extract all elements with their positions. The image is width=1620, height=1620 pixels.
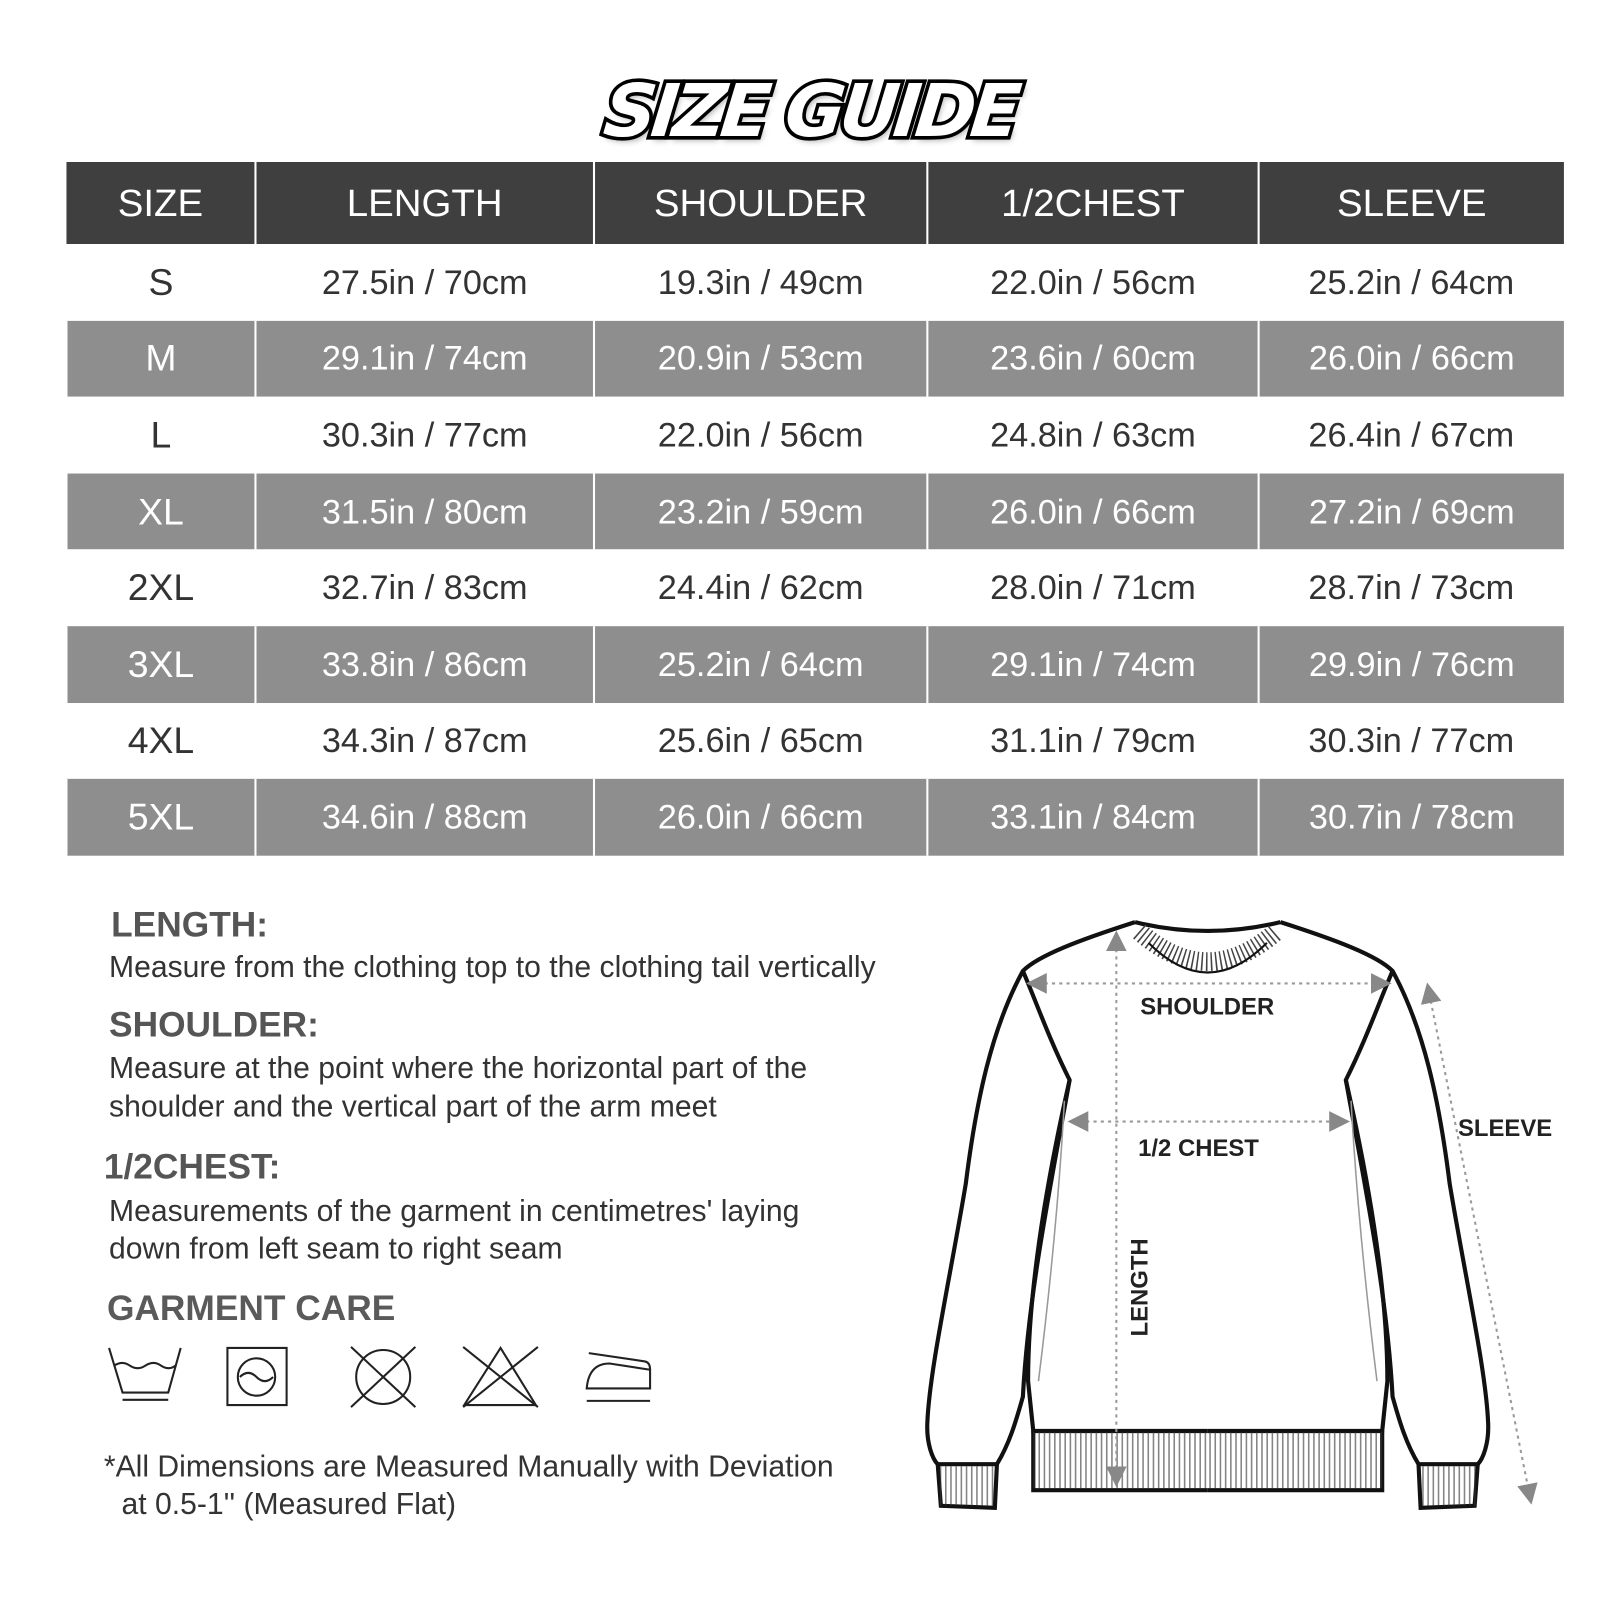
shoulder-description-line-1: Measure at the point where the horizonta…	[109, 1051, 808, 1086]
measurement-cell: 26.0in / 66cm	[926, 473, 1259, 550]
measurement-cell: 26.0in / 66cm	[592, 779, 928, 856]
column-header-sleeve: SLEEVE	[1257, 161, 1564, 245]
column-header-size: SIZE	[66, 161, 256, 245]
table-row: L 30.3in / 77cm 22.0in / 56cm 24.8in / 63cm…	[66, 396, 1564, 474]
measurement-cell: 29.9in / 76cm	[1257, 626, 1564, 703]
measurement-cell: 29.1in / 74cm	[254, 320, 594, 397]
shoulder-description-line-2: shoulder and the vertical part of the ar…	[109, 1090, 717, 1124]
measurement-cell: 31.1in / 79cm	[927, 702, 1259, 780]
measurement-cell: 24.4in / 62cm	[593, 549, 928, 627]
hand-wash-icon	[108, 1347, 182, 1401]
measurement-cell: 25.2in / 64cm	[592, 626, 928, 703]
size-table: SIZE LENGTH SHOULDER 1/2CHEST SLEEVE S 27.5in…	[65, 161, 1564, 856]
measurement-cell: 30.3in / 77cm	[255, 396, 594, 474]
footnote-line-2: at 0.5-1'' (Measured Flat)	[121, 1488, 457, 1522]
measurement-cell: 26.4in / 67cm	[1258, 396, 1564, 474]
measurement-cell: 19.3in / 49cm	[593, 244, 928, 321]
column-header-12chest: 1/2CHEST	[926, 161, 1259, 245]
size-cell: 3XL	[65, 626, 256, 703]
chest-description-line-1: Measurements of the garment in centimetr…	[109, 1195, 800, 1229]
measurement-cell: 23.2in / 59cm	[592, 473, 928, 550]
gentle-machine-dry-icon	[226, 1346, 288, 1407]
table-header-row: SIZE LENGTH SHOULDER 1/2CHEST SLEEVE	[66, 161, 1564, 245]
measurement-cell: 33.1in / 84cm	[926, 779, 1259, 856]
table-row: XL 31.5in / 80cm 23.2in / 59cm 26.0in / 66c…	[65, 473, 1564, 550]
measurement-cell: 22.0in / 56cm	[593, 396, 928, 474]
column-header-length: LENGTH	[254, 161, 594, 245]
measurement-cell: 33.8in / 86cm	[254, 626, 594, 703]
do-not-bleach-icon	[462, 1345, 539, 1408]
iron-icon	[585, 1352, 652, 1402]
measurement-cell: 32.7in / 83cm	[255, 549, 594, 627]
table-row: S 27.5in / 70cm 19.3in / 49cm 22.0in / 56cm…	[66, 244, 1564, 321]
length-heading: LENGTH:	[111, 905, 269, 945]
chest-label: 1/2 CHEST	[1138, 1135, 1259, 1162]
measurement-cell: 28.0in / 71cm	[927, 549, 1259, 627]
table-row: 4XL 34.3in / 87cm 25.6in / 65cm 31.1in / 79…	[66, 702, 1564, 780]
sleeve-measure-line	[1420, 982, 1538, 1505]
measurement-cell: 25.2in / 64cm	[1258, 244, 1564, 321]
size-cell: 4XL	[66, 702, 256, 780]
collar-rib	[1133, 924, 1283, 971]
size-cell: S	[66, 244, 256, 321]
measurement-cell: 34.6in / 88cm	[254, 779, 594, 856]
measurement-cell: 28.7in / 73cm	[1258, 549, 1564, 627]
do-not-tumble-dry-icon	[350, 1346, 417, 1408]
measurement-cell: 25.6in / 65cm	[593, 702, 928, 780]
measurement-cell: 30.7in / 78cm	[1257, 779, 1564, 856]
column-header-shoulder: SHOULDER	[592, 161, 928, 245]
shoulder-heading: SHOULDER:	[109, 1005, 319, 1045]
size-cell: 2XL	[66, 549, 256, 627]
measurement-cell: 31.5in / 80cm	[254, 473, 594, 550]
table-row: 2XL 32.7in / 83cm 24.4in / 62cm 28.0in / 71…	[66, 549, 1564, 627]
collar-outline	[1134, 920, 1281, 934]
size-cell: L	[66, 396, 256, 474]
garment-care-heading: GARMENT CARE	[106, 1288, 396, 1329]
measurement-cell: 29.1in / 74cm	[926, 626, 1259, 703]
table-row: 3XL 33.8in / 86cm 25.2in / 64cm 29.1in / 74…	[65, 626, 1564, 703]
length-label: LENGTH	[1126, 1238, 1153, 1336]
measurement-cell: 20.9in / 53cm	[592, 320, 928, 397]
table-row: 5XL 34.6in / 88cm 26.0in / 66cm 33.1in / 84…	[65, 779, 1564, 856]
size-cell: M	[65, 320, 256, 397]
footnote-line-1: *All Dimensions are Measured Manually wi…	[103, 1450, 834, 1484]
measurement-cell: 22.0in / 56cm	[927, 244, 1259, 321]
size-cell: 5XL	[65, 779, 256, 856]
table-row: M 29.1in / 74cm 20.9in / 53cm 23.6in / 60cm…	[65, 320, 1564, 397]
chest-heading: 1/2CHEST:	[103, 1147, 281, 1187]
measurement-cell: 34.3in / 87cm	[255, 702, 594, 780]
size-cell: XL	[65, 473, 256, 550]
chest-description-line-2: down from left seam to right seam	[109, 1232, 563, 1266]
sleeve-label: SLEEVE	[1458, 1115, 1552, 1142]
shoulder-label: SHOULDER	[1140, 994, 1274, 1021]
measurement-cell: 27.5in / 70cm	[255, 244, 594, 321]
measurement-cell: 23.6in / 60cm	[926, 320, 1259, 397]
measurement-cell: 30.3in / 77cm	[1258, 702, 1564, 780]
measurement-cell: 26.0in / 66cm	[1257, 320, 1564, 397]
measurement-cell: 24.8in / 63cm	[927, 396, 1259, 474]
length-description: Measure from the clothing top to the clo…	[109, 951, 876, 985]
measurement-cell: 27.2in / 69cm	[1257, 473, 1564, 550]
